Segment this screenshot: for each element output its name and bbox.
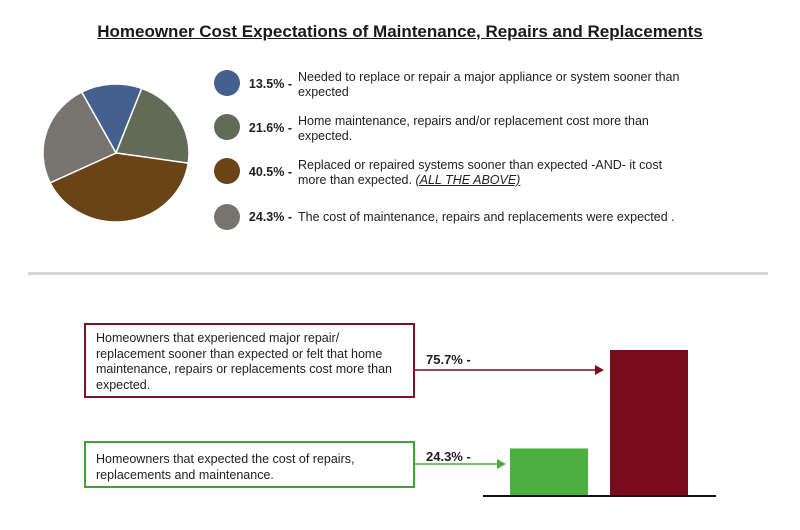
legend-percent: 21.6% - — [248, 121, 292, 135]
legend-description: Home maintenance, repairs and/or replace… — [298, 114, 649, 143]
bar-label-unexpected: 75.7% - — [426, 352, 471, 367]
page-title: Homeowner Cost Expectations of Maintenan… — [97, 22, 703, 41]
pie-slice-3 — [49, 152, 190, 223]
legend-swatch — [214, 158, 240, 184]
section-divider — [28, 272, 768, 275]
legend-description: The cost of maintenance, repairs and rep… — [298, 210, 675, 224]
legend-item-2: 21.6% - Home maintenance, repairs and/or … — [214, 114, 693, 144]
legend-description: Replaced or repaired systems sooner than… — [298, 158, 663, 187]
legend-item-3: 40.5% - Replaced or repaired systems soon… — [214, 158, 693, 188]
legend-percent: 13.5% - — [248, 77, 292, 91]
callout-unexpected: Homeowners that experienced major repair… — [84, 323, 415, 398]
legend-item-4: 24.3% - The cost of maintenance, repairs … — [214, 204, 693, 230]
bar-label-expected: 24.3% - — [426, 449, 471, 464]
legend-description: Needed to replace or repair a major appl… — [298, 70, 680, 99]
legend-item-1: 13.5% - Needed to replace or repair a maj… — [214, 70, 693, 100]
pie-slice-1 — [80, 83, 143, 155]
bar-unexpected — [610, 350, 688, 495]
legend-swatch — [214, 114, 240, 140]
legend-emphasis: (ALL THE ABOVE) — [415, 173, 521, 187]
legend-swatch — [214, 204, 240, 230]
legend-percent: 40.5% - — [248, 165, 292, 179]
pie-slice-2 — [114, 87, 190, 165]
bar-expected — [510, 448, 588, 495]
pie-chart — [42, 83, 190, 223]
legend-percent: 24.3% - — [248, 210, 292, 224]
pie-slice-4 — [42, 91, 118, 184]
legend-swatch — [214, 70, 240, 96]
callout-expected: Homeowners that expected the cost of rep… — [84, 441, 415, 488]
